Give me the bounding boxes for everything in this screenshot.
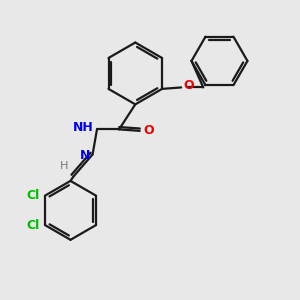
- Text: Cl: Cl: [26, 219, 40, 232]
- Text: H: H: [60, 161, 68, 171]
- Text: O: O: [184, 80, 194, 92]
- Text: Cl: Cl: [26, 189, 40, 202]
- Text: NH: NH: [73, 121, 94, 134]
- Text: O: O: [143, 124, 154, 137]
- Text: N: N: [80, 149, 90, 162]
